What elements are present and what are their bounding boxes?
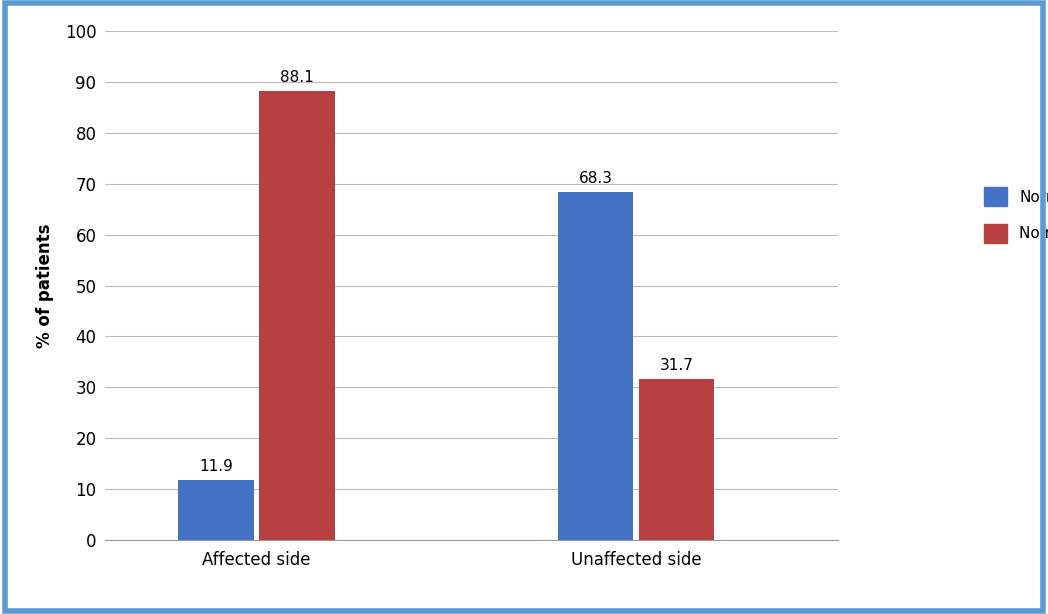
Text: 88.1: 88.1 — [280, 70, 314, 85]
Text: 31.7: 31.7 — [659, 358, 694, 373]
Bar — [638, 379, 715, 540]
Bar — [178, 480, 254, 540]
Text: 11.9: 11.9 — [199, 459, 233, 473]
Bar — [558, 192, 633, 540]
Text: 68.3: 68.3 — [578, 171, 612, 186]
Y-axis label: % of patients: % of patients — [36, 223, 53, 348]
Bar — [259, 91, 335, 540]
Legend: Normal, No response: Normal, No response — [978, 181, 1048, 249]
